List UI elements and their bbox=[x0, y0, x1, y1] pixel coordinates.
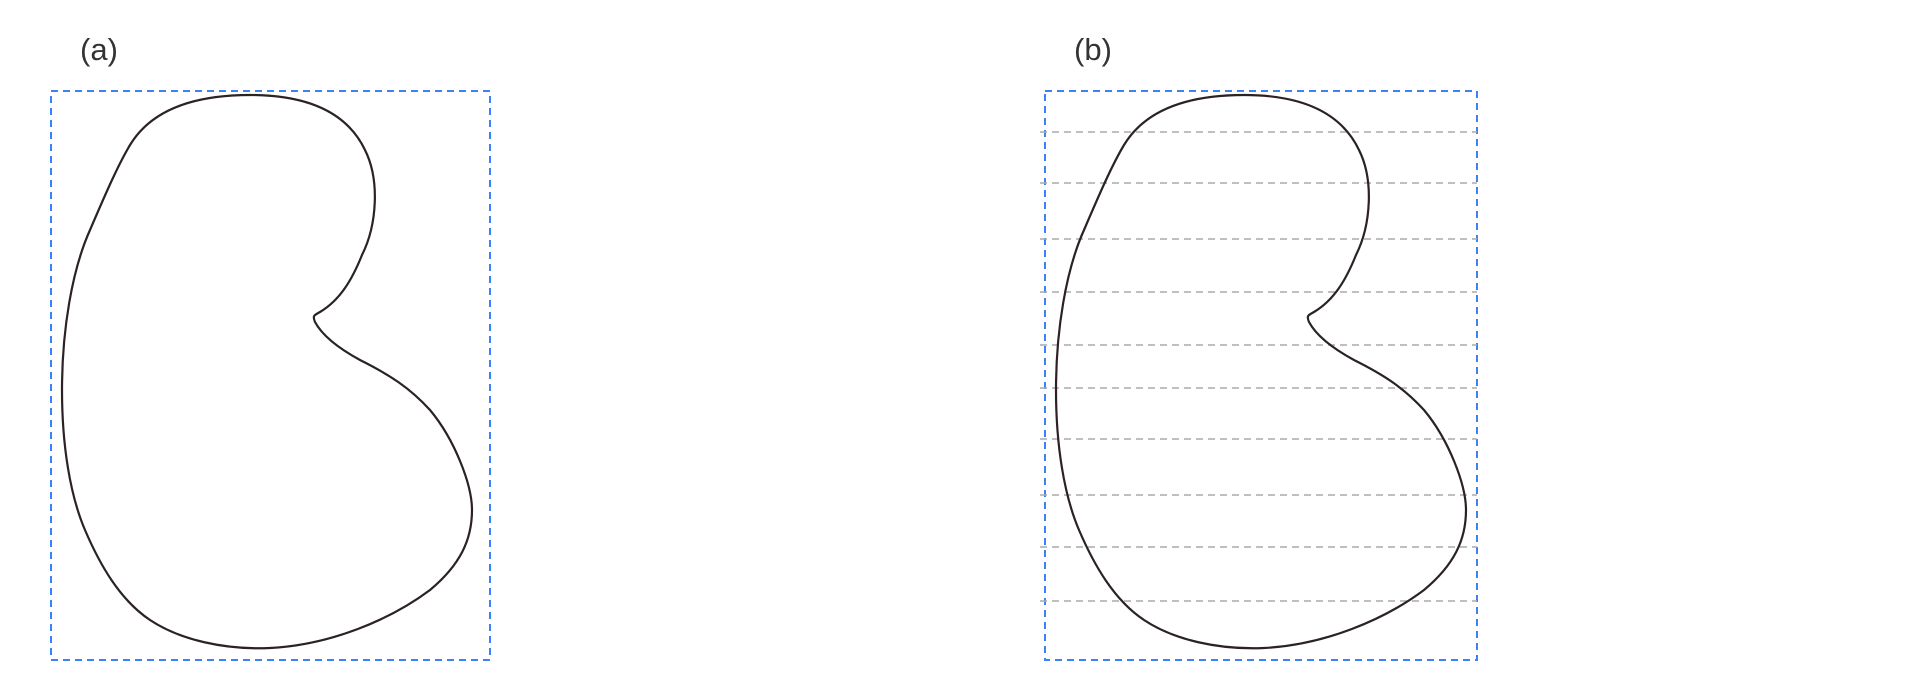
panel-a-bounding-box bbox=[50, 90, 491, 661]
panel-b-bounding-box bbox=[1044, 90, 1478, 661]
panel-b-label: (b) bbox=[1074, 32, 1112, 67]
panel-b-bean-outline bbox=[1054, 93, 1468, 650]
panel-a bbox=[50, 90, 491, 661]
panel-a-bean-outline bbox=[60, 93, 474, 650]
panel-b bbox=[1040, 90, 1478, 661]
panel-b-guides bbox=[1040, 131, 1477, 602]
panel-a-label: (a) bbox=[80, 32, 118, 67]
